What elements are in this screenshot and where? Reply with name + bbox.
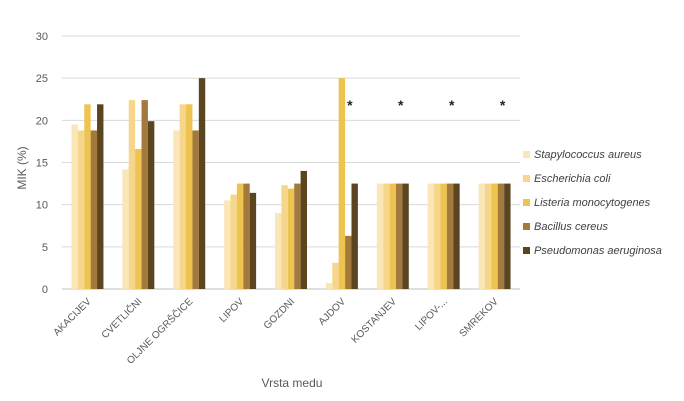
bar [351,183,358,289]
bar [141,100,148,290]
bar [84,104,91,289]
bar [325,283,333,289]
bar [453,183,460,289]
legend: Stapylococcus aureus Escherichia coli List… [523,149,662,257]
y-axis-title: MIK (%) [15,146,29,189]
bar [345,235,352,289]
bar [383,183,390,289]
bar [243,183,250,289]
bar [402,183,409,289]
y-tick-label: 10 [36,200,48,212]
bar [192,130,199,289]
bar [434,183,441,289]
bars [71,78,511,290]
x-tick-label: AJDOV [317,296,349,328]
legend-label: Listeria monocytogenes [534,197,651,209]
bar [186,104,193,289]
x-tick-label: LIPOV [218,296,247,325]
y-tick-label: 20 [36,115,48,127]
legend-swatch [523,175,530,182]
y-tick-label: 15 [36,158,48,170]
bar [389,183,396,289]
bar [179,104,187,289]
significance-marker: * [500,97,506,113]
bar [97,104,104,289]
bar [281,185,288,289]
bar [230,194,237,289]
legend-swatch [523,199,530,206]
y-tick-labels: 0 5 10 15 20 25 30 [36,31,48,296]
bar [484,183,492,289]
legend-label: Stapylococcus aureus [534,149,642,161]
x-tick-label: SMREKOV [458,296,501,339]
x-axis-title: Vrsta medu [262,376,323,390]
bar [332,262,339,289]
bar [300,170,307,289]
bar [77,130,85,289]
legend-swatch [523,247,530,254]
legend-label: Pseudomonas aeruginosa [534,245,662,257]
bar [249,192,257,289]
significance-marker: * [398,97,404,113]
bar [173,130,180,289]
y-tick-label: 30 [36,31,48,43]
bar [122,169,129,289]
annotations: * * * * [347,97,506,113]
legend-swatch [523,151,530,158]
x-tick-label: LIPOV-... [413,296,449,332]
bar [71,124,78,289]
bar [128,100,136,290]
bar [90,130,98,289]
legend-label: Bacillus cereus [534,221,608,233]
bar [198,78,206,290]
bar [338,78,346,290]
bar [478,183,485,289]
bar [376,183,384,289]
y-tick-label: 5 [42,242,48,254]
x-tick-label: KOSTANJEV [350,296,400,346]
x-tick-label: AKACIJEV [52,296,94,338]
bar [275,213,282,289]
bar [135,149,142,289]
x-tick-label: GOZDNI [262,296,297,331]
bar [147,121,155,289]
bar [224,200,231,289]
bar [395,183,403,289]
bar [427,183,435,289]
bar [446,183,454,289]
bar [236,183,244,289]
x-tick-label: CVETLIČNI [98,295,144,341]
bar [287,188,295,289]
bar [497,183,505,289]
significance-marker: * [347,97,353,113]
bar [491,183,498,289]
bar [440,183,447,289]
y-tick-label: 25 [36,73,48,85]
bar [504,183,511,289]
y-tick-label: 0 [42,284,48,296]
bar [294,183,301,289]
legend-swatch [523,223,530,230]
legend-label: Escherichia coli [534,173,611,185]
significance-marker: * [449,97,455,113]
